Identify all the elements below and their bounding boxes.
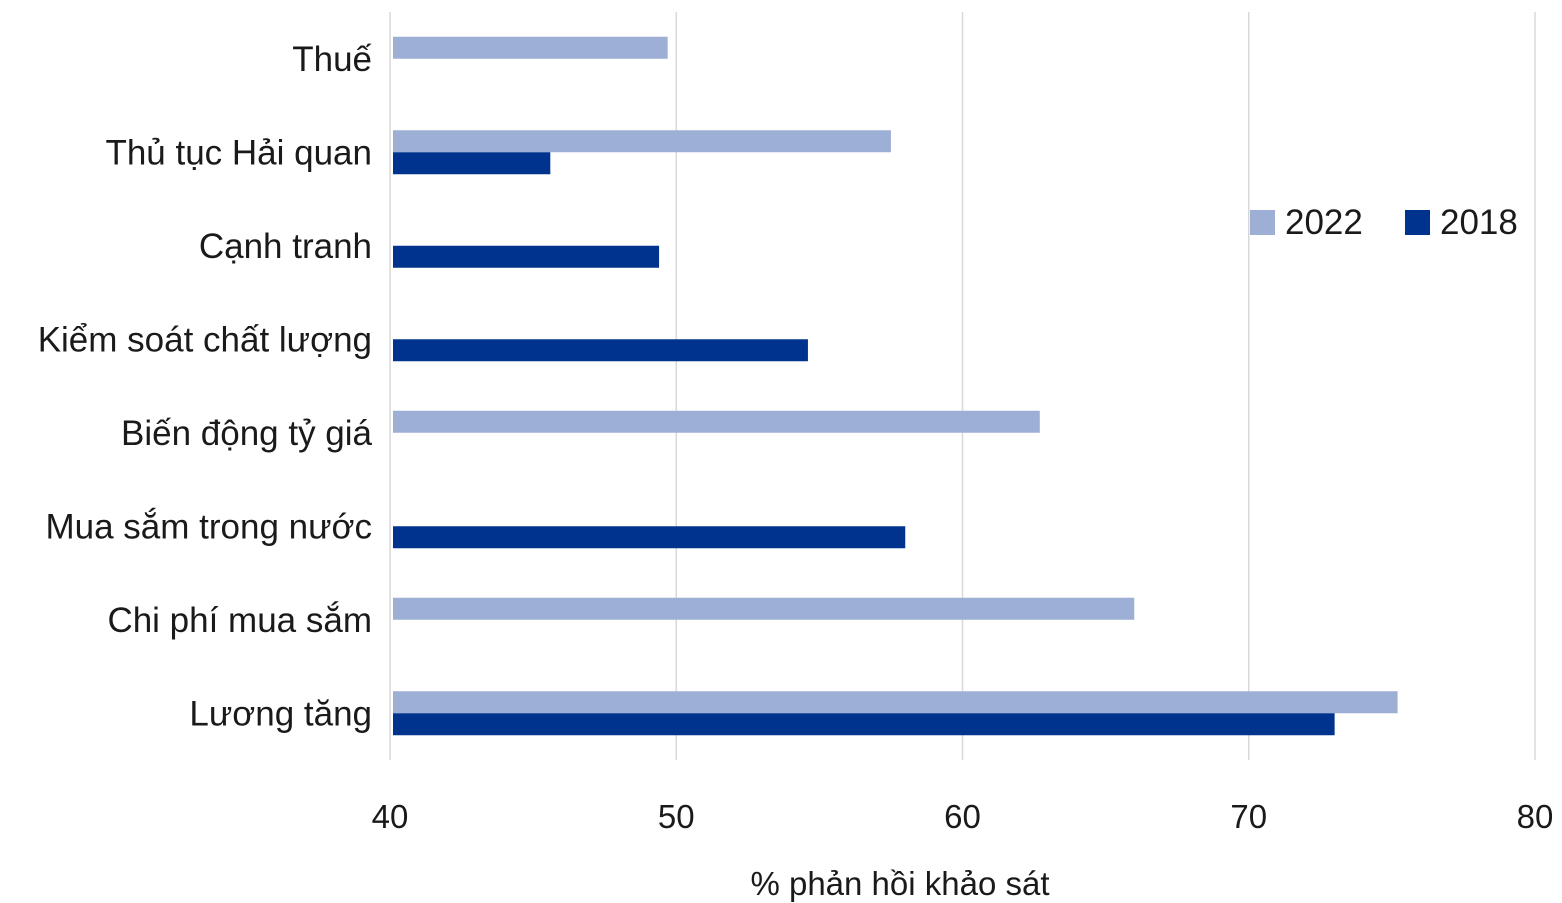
category-label: Cạnh tranh xyxy=(199,227,372,266)
bar-2022 xyxy=(393,597,1135,620)
legend-swatch-2018 xyxy=(1405,210,1430,235)
x-tick-labels: 40 50 60 70 80 xyxy=(372,798,1554,835)
legend-label: 2018 xyxy=(1440,203,1518,242)
x-tick-label: 50 xyxy=(658,798,695,835)
bar-2018 xyxy=(393,713,1335,736)
bar-2018 xyxy=(393,245,660,268)
x-tick-label: 70 xyxy=(1230,798,1267,835)
bar-2018 xyxy=(393,339,808,362)
bar-2022 xyxy=(393,410,1040,433)
category-label: Thủ tục Hải quan xyxy=(105,133,372,172)
legend: 2022 2018 xyxy=(1250,203,1518,242)
category-label: Mua sắm trong nước xyxy=(45,507,372,546)
category-labels: Thuế Thủ tục Hải quan Cạnh tranh Kiểm soát … xyxy=(38,40,373,734)
bar-2018 xyxy=(393,152,551,175)
bar-2022 xyxy=(393,130,891,153)
category-label: Biến động tỷ giá xyxy=(121,414,373,453)
category-label: Kiểm soát chất lượng xyxy=(38,320,372,359)
category-label: Thuế xyxy=(292,40,372,79)
bars xyxy=(393,36,1398,736)
category-label: Chi phí mua sắm xyxy=(107,601,372,640)
x-tick-label: 60 xyxy=(944,798,981,835)
legend-label: 2022 xyxy=(1285,203,1363,242)
x-axis-title: % phản hồi khảo sát xyxy=(750,865,1049,902)
category-label: Lương tăng xyxy=(189,694,372,733)
bar-2022 xyxy=(393,36,668,59)
x-tick-label: 80 xyxy=(1517,798,1554,835)
x-tick-label: 40 xyxy=(372,798,409,835)
bar-2022 xyxy=(393,691,1398,714)
legend-swatch-2022 xyxy=(1250,210,1275,235)
bar-2018 xyxy=(393,526,906,549)
gridlines xyxy=(389,12,1536,760)
